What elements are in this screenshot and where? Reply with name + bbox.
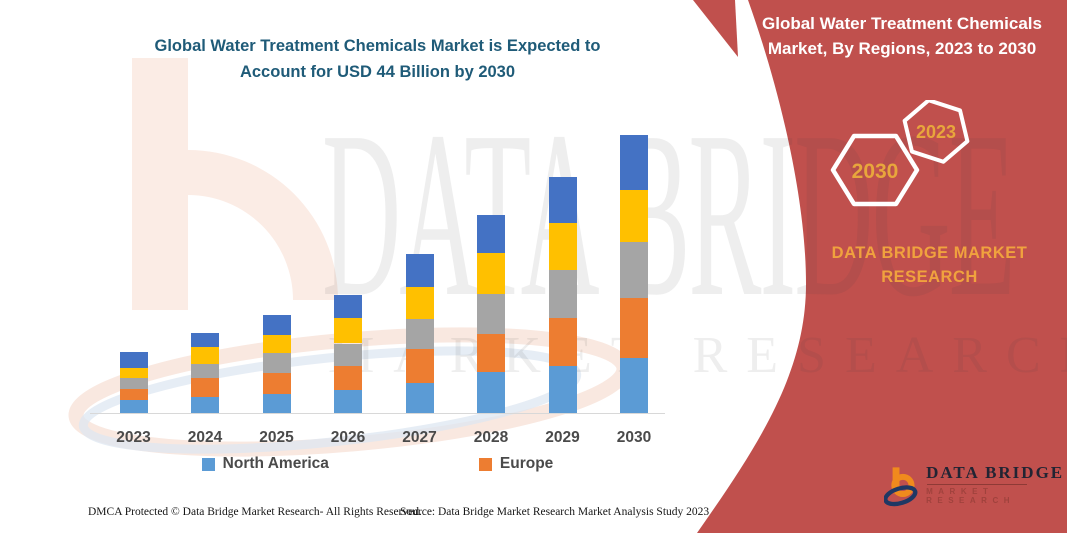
bar-segment-2028-s5	[477, 215, 505, 254]
brand-text-line1: DATA BRIDGE MARKET	[831, 244, 1028, 262]
x-axis-label-2028: 2028	[473, 429, 509, 446]
bar-segment-2027-s4	[405, 286, 434, 319]
bar-segment-2024-s1	[191, 397, 219, 413]
brand-text-line2: RESEARCH	[881, 268, 978, 286]
bar-segment-2028-s3	[477, 294, 505, 334]
hexagon-2030-badge: 2030	[830, 133, 920, 207]
legend-label: Europe	[499, 455, 554, 472]
x-axis-label-2025: 2025	[259, 429, 294, 446]
bar-segment-2026-s1	[334, 390, 362, 413]
panel-title: Global Water Treatment Chemicals Market,…	[742, 11, 1062, 61]
x-axis-label-2030: 2030	[616, 429, 652, 446]
footer-source-text: Source: Data Bridge Market Research Mark…	[400, 506, 710, 518]
x-axis-label-2024: 2024	[187, 429, 223, 446]
bar-segment-2030-s4	[620, 189, 648, 242]
bar-segment-2024-s2	[191, 378, 219, 398]
bar-segment-2027-s3	[405, 318, 434, 349]
bar-segment-2030-s3	[620, 241, 648, 298]
hexagon-2030-label: 2030	[852, 160, 899, 183]
chart-title: Global Water Treatment Chemicals Market …	[95, 33, 660, 85]
company-logo-subtitle: MARKET RESEARCH	[926, 487, 1016, 505]
watermark-text-marketresearch: MARKET RESEARCH	[328, 327, 1067, 384]
bar-segment-2025-s3	[262, 352, 291, 374]
bar-segment-2029-s4	[548, 223, 577, 271]
panel-title-line1: Global Water Treatment Chemicals	[762, 14, 1042, 33]
legend-item-north-america: North America	[201, 455, 329, 473]
bar-segment-2023-s5	[119, 352, 148, 368]
hexagon-2023-label: 2023	[916, 122, 956, 142]
x-axis-label-2023: 2023	[116, 429, 151, 446]
bar-segment-2027-s2	[405, 348, 434, 384]
chart-legend: North America Europe	[90, 455, 665, 473]
company-logo-icon	[884, 467, 918, 507]
hexagon-2023-badge: 2023	[902, 100, 970, 164]
bar-segment-2028-s2	[477, 334, 505, 372]
panel-title-line2: Market, By Regions, 2023 to 2030	[767, 39, 1037, 58]
company-logo-divider	[927, 484, 1028, 485]
company-logo-name: DATA BRIDGE	[926, 463, 1065, 482]
bar-segment-2029-s5	[548, 176, 577, 224]
brand-text: DATA BRIDGE MARKET RESEARCH	[822, 241, 1037, 289]
bar-segment-2024-s4	[191, 347, 219, 365]
hexagon-badges: 2030 2023	[830, 100, 970, 207]
bar-segment-2029-s3	[548, 270, 577, 319]
bar-segment-2028-s1	[477, 371, 505, 413]
company-logo: DATA BRIDGE MARKET RESEARCH	[884, 463, 1067, 513]
x-axis-line	[90, 413, 665, 414]
bar-segment-2026-s2	[334, 366, 362, 391]
bar-segment-2025-s1	[262, 394, 291, 413]
bar-segment-2028-s4	[477, 253, 505, 295]
bar-segment-2025-s2	[262, 373, 291, 395]
bar-segment-2029-s1	[548, 366, 577, 413]
legend-swatch	[201, 457, 215, 471]
bar-segment-2023-s4	[119, 367, 148, 379]
bar-segment-2026-s5	[334, 295, 362, 318]
legend-label: North America	[222, 455, 329, 472]
bar-segment-2023-s3	[119, 378, 148, 389]
chart-title-line2: Account for USD 44 Billion by 2030	[239, 63, 516, 81]
bar-segment-2030-s1	[620, 358, 648, 413]
bar-segment-2030-s2	[620, 298, 648, 359]
bar-segment-2026-s3	[334, 343, 362, 367]
legend-item-europe: Europe	[478, 455, 554, 473]
bar-segment-2024-s5	[191, 333, 219, 348]
bar-segment-2027-s1	[405, 383, 434, 413]
bar-segment-2024-s3	[191, 364, 219, 379]
bar-segment-2026-s4	[334, 317, 362, 344]
watermark-text-databridge: DATA BRIDGE	[322, 83, 1016, 346]
chart-title-line1: Global Water Treatment Chemicals Market …	[154, 37, 601, 55]
x-axis-label-2029: 2029	[545, 429, 580, 446]
bar-segment-2025-s4	[262, 335, 291, 353]
bar-segment-2029-s2	[548, 318, 577, 367]
x-axis-label-2026: 2026	[330, 429, 366, 446]
bar-segment-2023-s2	[119, 388, 148, 400]
bar-segment-2027-s5	[405, 253, 434, 287]
bar-segment-2023-s1	[119, 399, 148, 413]
legend-swatch	[478, 457, 492, 471]
bar-segment-2025-s5	[262, 315, 291, 336]
bar-segment-2030-s5	[620, 135, 648, 190]
x-axis-label-2027: 2027	[402, 429, 437, 446]
footer-dmca-text: DMCA Protected © Data Bridge Market Rese…	[88, 506, 422, 518]
